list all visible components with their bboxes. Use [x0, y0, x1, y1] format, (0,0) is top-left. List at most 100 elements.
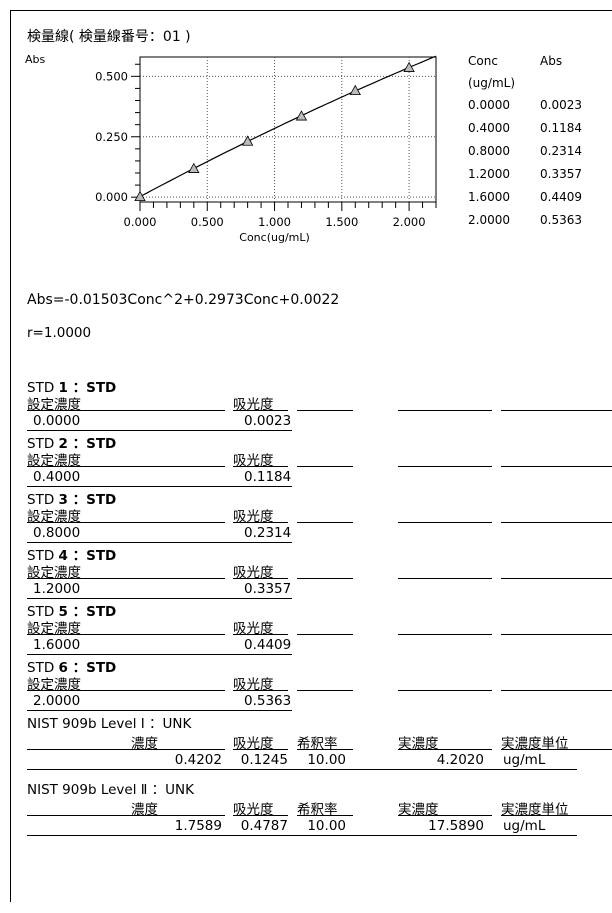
std-abs-value: 0.0023 [244, 413, 292, 429]
std-conc-value: 2.0000 [33, 693, 81, 709]
column-underline [233, 410, 288, 411]
column-underline [27, 710, 292, 711]
x-tick-label: 0.500 [191, 215, 224, 229]
std-prefix: STD [27, 660, 59, 676]
std-col-abs-header: 吸光度 [233, 677, 274, 693]
column-underline [501, 522, 612, 523]
std-number: 2 [58, 436, 68, 452]
column-underline [27, 749, 225, 750]
column-underline [297, 634, 353, 635]
unk-header-unit: 実濃度単位 [501, 802, 569, 818]
column-underline [27, 634, 225, 635]
std-label: STD 4 ：STD [27, 544, 116, 564]
column-underline [233, 634, 288, 635]
std-abs-value: 0.5363 [244, 693, 292, 709]
unk-header-conc: 濃度 [131, 736, 158, 752]
std-suffix: ：STD [67, 548, 117, 564]
std-conc-value: 1.2000 [33, 581, 81, 597]
column-underline [27, 430, 292, 431]
std-label: STD 6 ：STD [27, 656, 116, 676]
std-number: 1 [58, 380, 68, 396]
data-point [241, 135, 254, 146]
column-underline [233, 466, 288, 467]
std-col-abs-header: 吸光度 [233, 397, 274, 413]
column-underline [27, 466, 225, 467]
std-col-conc-header: 設定濃度 [27, 397, 81, 413]
unk-unit-value: ug/mL [503, 752, 546, 768]
unk-header-abs: 吸光度 [233, 736, 274, 752]
std-label: STD 5 ：STD [27, 600, 116, 620]
std-suffix: ：STD [67, 604, 117, 620]
report-frame [10, 10, 612, 902]
data-point [188, 162, 200, 173]
x-tick-label: 1.500 [325, 215, 358, 229]
column-underline [233, 522, 288, 523]
unk-header-dilution: 希釈率 [297, 802, 338, 818]
std-abs-value: 0.4409 [244, 637, 292, 653]
column-underline [398, 522, 492, 523]
table-header-conc: Conc [468, 54, 498, 68]
column-underline [501, 410, 612, 411]
table-cell-abs: 0.4409 [540, 190, 582, 204]
column-underline [233, 578, 288, 579]
column-underline [398, 690, 492, 691]
column-underline [27, 835, 577, 836]
table-cell-abs: 0.1184 [540, 121, 582, 135]
column-underline [27, 522, 225, 523]
std-conc-value: 0.8000 [33, 525, 81, 541]
column-underline [27, 690, 225, 691]
std-prefix: STD [27, 492, 59, 508]
unk-header-conc: 濃度 [131, 802, 158, 818]
table-cell-conc: 2.0000 [468, 213, 510, 227]
unk-label: NIST 909b Level Ⅰ ：UNK [27, 716, 192, 732]
unk-abs-value: 0.4787 [240, 818, 288, 834]
std-col-conc-header: 設定濃度 [27, 509, 81, 525]
table-cell-conc: 1.6000 [468, 190, 510, 204]
unk-header-dilution: 希釈率 [297, 736, 338, 752]
table-cell-abs: 0.3357 [540, 167, 582, 181]
std-number: 6 [58, 660, 68, 676]
std-label: STD 3 ：STD [27, 488, 116, 508]
table-cell-conc: 0.8000 [468, 144, 510, 158]
column-underline [233, 815, 288, 816]
column-underline [297, 466, 353, 467]
std-abs-value: 0.3357 [244, 581, 292, 597]
calibration-chart: 0.000 0.500 1.000 1.500 2.000 0.000 0.250 0.500… [25, 53, 437, 244]
unk-abs-value: 0.1245 [240, 752, 288, 768]
unk-label: NIST 909b Level Ⅱ ：UNK [27, 782, 195, 798]
unk-actual-value: 4.2020 [436, 752, 484, 768]
std-label: STD 2 ：STD [27, 432, 116, 452]
y-tick-label: 0.250 [95, 130, 128, 144]
data-point [134, 190, 146, 202]
std-abs-value: 0.2314 [244, 525, 292, 541]
column-underline [501, 466, 612, 467]
x-tick-label: 0.000 [124, 215, 157, 229]
std-col-conc-header: 設定濃度 [27, 621, 81, 637]
column-underline [501, 634, 612, 635]
correlation: r=1.0000 [27, 325, 92, 341]
table-cell-abs: 0.5363 [540, 213, 582, 227]
column-underline [501, 815, 612, 816]
std-conc-value: 1.6000 [33, 637, 81, 653]
data-point [349, 84, 361, 96]
std-prefix: STD [27, 436, 59, 452]
std-col-conc-header: 設定濃度 [27, 453, 81, 469]
unk-header-actual: 実濃度 [398, 802, 439, 818]
column-underline [297, 410, 353, 411]
std-col-abs-header: 吸光度 [233, 565, 274, 581]
plot-frame [139, 56, 437, 203]
column-underline [233, 690, 288, 691]
column-underline [501, 690, 612, 691]
unk-unit-value: ug/mL [503, 818, 546, 834]
table-cell-conc: 1.2000 [468, 167, 510, 181]
column-underline [297, 522, 353, 523]
std-prefix: STD [27, 380, 59, 396]
table-cell-abs: 0.2314 [540, 144, 582, 158]
table-header-abs: Abs [540, 54, 563, 68]
column-underline [501, 749, 612, 750]
column-underline [27, 769, 577, 770]
table-cell-conc: 0.4000 [468, 121, 510, 135]
column-underline [398, 634, 492, 635]
column-underline [27, 410, 225, 411]
std-prefix: STD [27, 604, 59, 620]
